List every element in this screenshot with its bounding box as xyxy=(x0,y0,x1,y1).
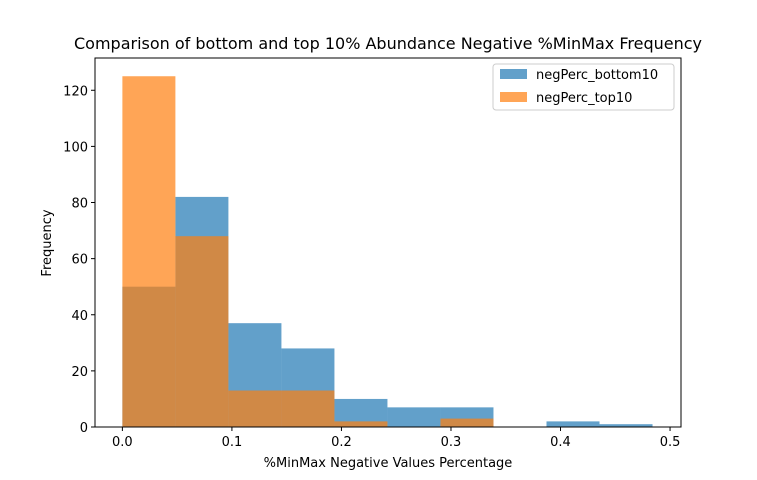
y-tick-label: 80 xyxy=(71,197,88,212)
legend-swatch-top10 xyxy=(500,92,527,102)
y-tick-label: 120 xyxy=(63,84,88,99)
histogram-bar-top10 xyxy=(175,236,229,427)
y-tick-label: 0 xyxy=(80,421,88,436)
legend-label-bottom10: negPerc_bottom10 xyxy=(536,68,658,83)
plot-frame xyxy=(94,57,682,428)
x-tick-label: 0.0 xyxy=(112,435,133,450)
histogram-bar-top10 xyxy=(281,390,335,427)
legend-label-top10: negPerc_top10 xyxy=(536,91,632,106)
legend-swatch-bottom10 xyxy=(500,69,527,79)
y-axis-ticks: 0 20 40 60 80 100 120 xyxy=(63,84,95,436)
histogram-bar-top10 xyxy=(440,418,494,427)
y-tick-label: 40 xyxy=(71,309,88,324)
y-tick-label: 100 xyxy=(63,140,88,155)
y-axis-label: Frequency xyxy=(40,209,55,276)
x-axis-ticks: 0.0 0.1 0.2 0.3 0.4 0.5 xyxy=(112,427,680,450)
bars-layer xyxy=(122,76,653,428)
histogram-bar-top10 xyxy=(228,390,282,427)
histogram-bar-bottom10 xyxy=(599,424,653,427)
histogram-bar-bottom10 xyxy=(387,407,441,427)
x-tick-label: 0.1 xyxy=(222,435,243,450)
histogram-bar-top10 xyxy=(334,421,388,427)
histogram-bar-bottom10 xyxy=(546,421,600,427)
y-tick-label: 60 xyxy=(71,253,88,268)
x-tick-label: 0.2 xyxy=(331,435,352,450)
legend: negPerc_bottom10 negPerc_top10 xyxy=(492,63,675,111)
legend-box xyxy=(492,63,675,111)
x-tick-label: 0.3 xyxy=(441,435,462,450)
x-tick-label: 0.4 xyxy=(550,435,571,450)
y-tick-label: 20 xyxy=(71,365,88,380)
x-axis-label: %MinMax Negative Values Percentage xyxy=(264,456,513,471)
chart-title: Comparison of bottom and top 10% Abundan… xyxy=(74,34,702,53)
x-tick-label: 0.5 xyxy=(660,435,681,450)
histogram-bar-top10 xyxy=(122,76,176,428)
